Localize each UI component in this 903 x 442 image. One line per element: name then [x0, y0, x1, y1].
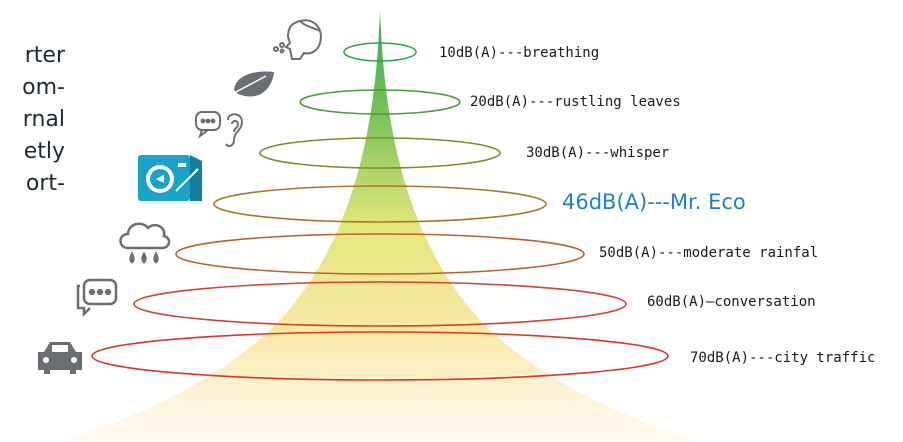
noise-ring — [175, 233, 585, 275]
level-label: 30dB(A)---whisper — [526, 145, 670, 161]
leaf-icon — [234, 71, 274, 97]
level-label: 10dB(A)---breathing — [439, 45, 600, 61]
level-label: 20dB(A)---rustling leaves — [470, 94, 681, 110]
noise-ring — [299, 89, 461, 115]
level-label: 70dB(A)---city traffic — [690, 350, 876, 366]
noise-ring — [259, 137, 501, 169]
level-label-highlight: 46dB(A)---Mr. Eco — [562, 190, 746, 214]
noise-ring — [91, 331, 669, 381]
intro-text: rter om- rnal etly ort- — [22, 40, 65, 200]
ear-chat-icon — [195, 111, 244, 148]
speech-bubble-icon — [76, 278, 118, 318]
intro-text-line: rnal — [22, 107, 65, 132]
noise-ring — [213, 185, 547, 223]
person-breathing-icon — [273, 19, 322, 60]
sound-cone — [60, 10, 700, 442]
noise-ring — [343, 42, 417, 62]
intro-text-line: om- — [22, 75, 65, 100]
level-label: 60dB(A)—conversation — [647, 294, 816, 310]
intro-text-line: rter — [24, 43, 65, 68]
car-icon — [38, 342, 82, 374]
noise-ring — [133, 281, 627, 327]
heat-pump-icon — [138, 155, 202, 201]
intro-text-line: etly — [23, 139, 65, 164]
rain-cloud-icon — [119, 222, 171, 264]
level-label: 50dB(A)---moderate rainfal — [599, 245, 819, 261]
intro-text-line: ort- — [25, 171, 65, 196]
noise-rings — [91, 42, 669, 381]
